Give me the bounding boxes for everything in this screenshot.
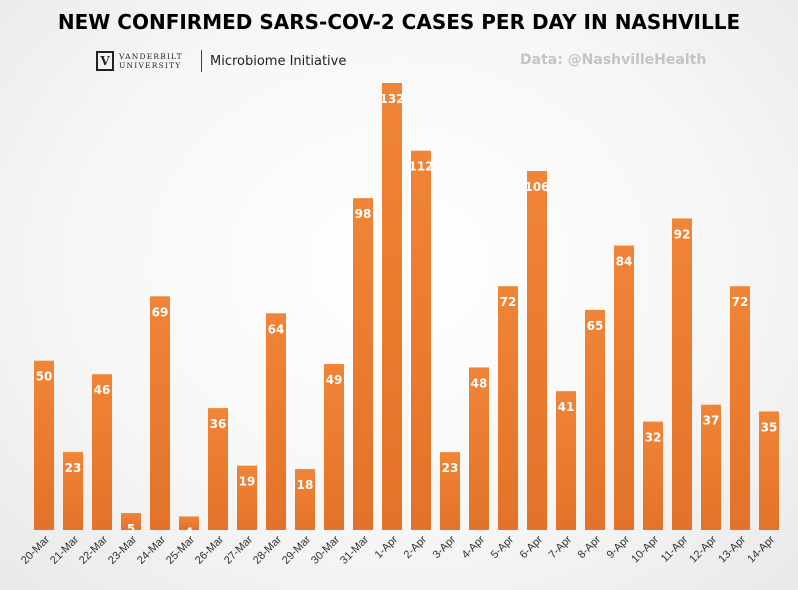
bar-4-Apr [469,367,489,530]
x-tick-labels-group: 20-Mar21-Mar22-Mar23-Mar24-Mar25-Mar26-M… [19,533,777,566]
bar-29-Mar [295,469,315,530]
value-label-7-Apr: 41 [558,400,575,414]
value-label-1-Apr: 132 [379,92,404,106]
value-label-23-Mar: 5 [127,522,135,536]
x-tick-28-Mar: 28-Mar [251,533,284,566]
value-label-21-Mar: 23 [65,461,82,475]
value-label-2-Apr: 112 [408,160,433,174]
logo-wordmark: VANDERBILT UNIVERSITY [119,52,199,70]
bar-21-Mar [63,452,83,530]
logo-line-2: UNIVERSITY [119,61,182,70]
bar-6-Apr [527,171,547,530]
x-tick-10-Apr: 10-Apr [629,533,661,565]
x-tick-6-Apr: 6-Apr [518,533,546,561]
x-tick-25-Mar: 25-Mar [164,533,197,566]
value-label-4-Apr: 48 [471,376,488,390]
value-label-24-Mar: 69 [152,305,169,319]
logo-divider [201,50,202,72]
value-label-26-Mar: 36 [210,417,227,431]
x-tick-22-Mar: 22-Mar [77,533,110,566]
x-tick-21-Mar: 21-Mar [48,533,81,566]
bar-20-Mar [34,360,54,530]
value-label-5-Apr: 72 [500,295,517,309]
bar-9-Apr [614,245,634,530]
x-tick-5-Apr: 5-Apr [489,533,517,561]
bar-26-Mar [208,408,228,530]
logo-line-1: VANDERBILT [119,52,183,61]
x-tick-13-Apr: 13-Apr [716,533,748,565]
x-tick-11-Apr: 11-Apr [659,533,690,564]
vanderbilt-logo: V VANDERBILT UNIVERSITY Microbiome Initi… [96,48,346,74]
x-tick-14-Apr: 14-Apr [745,533,777,565]
value-label-20-Mar: 50 [36,370,53,384]
x-tick-4-Apr: 4-Apr [460,533,488,561]
bar-2-Apr [411,150,431,530]
bar-13-Apr [730,286,750,530]
value-label-13-Apr: 72 [732,295,749,309]
x-tick-20-Mar: 20-Mar [19,533,52,566]
value-label-6-Apr: 106 [524,180,549,194]
bar-12-Apr [701,404,721,530]
bar-10-Apr [643,421,663,530]
x-tick-8-Apr: 8-Apr [576,533,604,561]
x-tick-12-Apr: 12-Apr [687,533,719,565]
bar-8-Apr [585,309,605,530]
value-label-27-Mar: 19 [239,475,256,489]
bar-27-Mar [237,465,257,530]
x-tick-3-Apr: 3-Apr [431,533,459,561]
value-label-22-Mar: 46 [94,383,111,397]
bar-24-Mar [150,296,170,530]
bar-14-Apr [759,411,779,530]
x-tick-1-Apr: 1-Apr [373,533,401,561]
x-tick-30-Mar: 30-Mar [309,533,342,566]
x-tick-27-Mar: 27-Mar [222,533,255,566]
value-label-10-Apr: 32 [645,431,662,445]
data-source: Data: @NashvilleHealth [520,52,707,68]
value-label-30-Mar: 49 [326,373,343,387]
bars-group [34,83,779,531]
value-label-14-Apr: 35 [761,420,778,434]
x-tick-24-Mar: 24-Mar [135,533,168,566]
bar-28-Mar [266,313,286,530]
value-label-12-Apr: 37 [703,414,720,428]
x-tick-31-Mar: 31-Mar [338,533,371,566]
bar-30-Mar [324,364,344,530]
value-label-28-Mar: 64 [268,322,285,336]
initiative-name: Microbiome Initiative [210,53,347,69]
bar-22-Mar [92,374,112,530]
bar-1-Apr [382,83,402,530]
bar-5-Apr [498,286,518,530]
value-label-11-Apr: 92 [674,227,691,241]
chart-title: NEW CONFIRMED SARS-COV-2 CASES PER DAY I… [57,10,741,34]
value-label-9-Apr: 84 [616,255,633,269]
value-label-3-Apr: 23 [442,461,459,475]
value-label-8-Apr: 65 [587,319,604,333]
value-label-25-Mar: 4 [185,525,193,539]
x-tick-7-Apr: 7-Apr [547,533,575,561]
vanderbilt-v-icon: V [96,51,114,71]
x-tick-29-Mar: 29-Mar [280,533,313,566]
x-tick-2-Apr: 2-Apr [402,533,430,561]
bar-31-Mar [353,198,373,531]
bar-11-Apr [672,218,692,531]
bar-23-Mar [121,513,141,530]
x-tick-23-Mar: 23-Mar [106,533,139,566]
bar-3-Apr [440,452,460,530]
bar-25-Mar [179,516,199,530]
x-tick-26-Mar: 26-Mar [193,533,226,566]
value-label-31-Mar: 98 [355,207,372,221]
value-label-29-Mar: 18 [297,478,314,492]
bar-7-Apr [556,391,576,530]
value-labels-group: 50 23 46 5 69 4 36 19 64 18 49 98 132 112 23 48 72 106 41 6… [36,92,778,539]
